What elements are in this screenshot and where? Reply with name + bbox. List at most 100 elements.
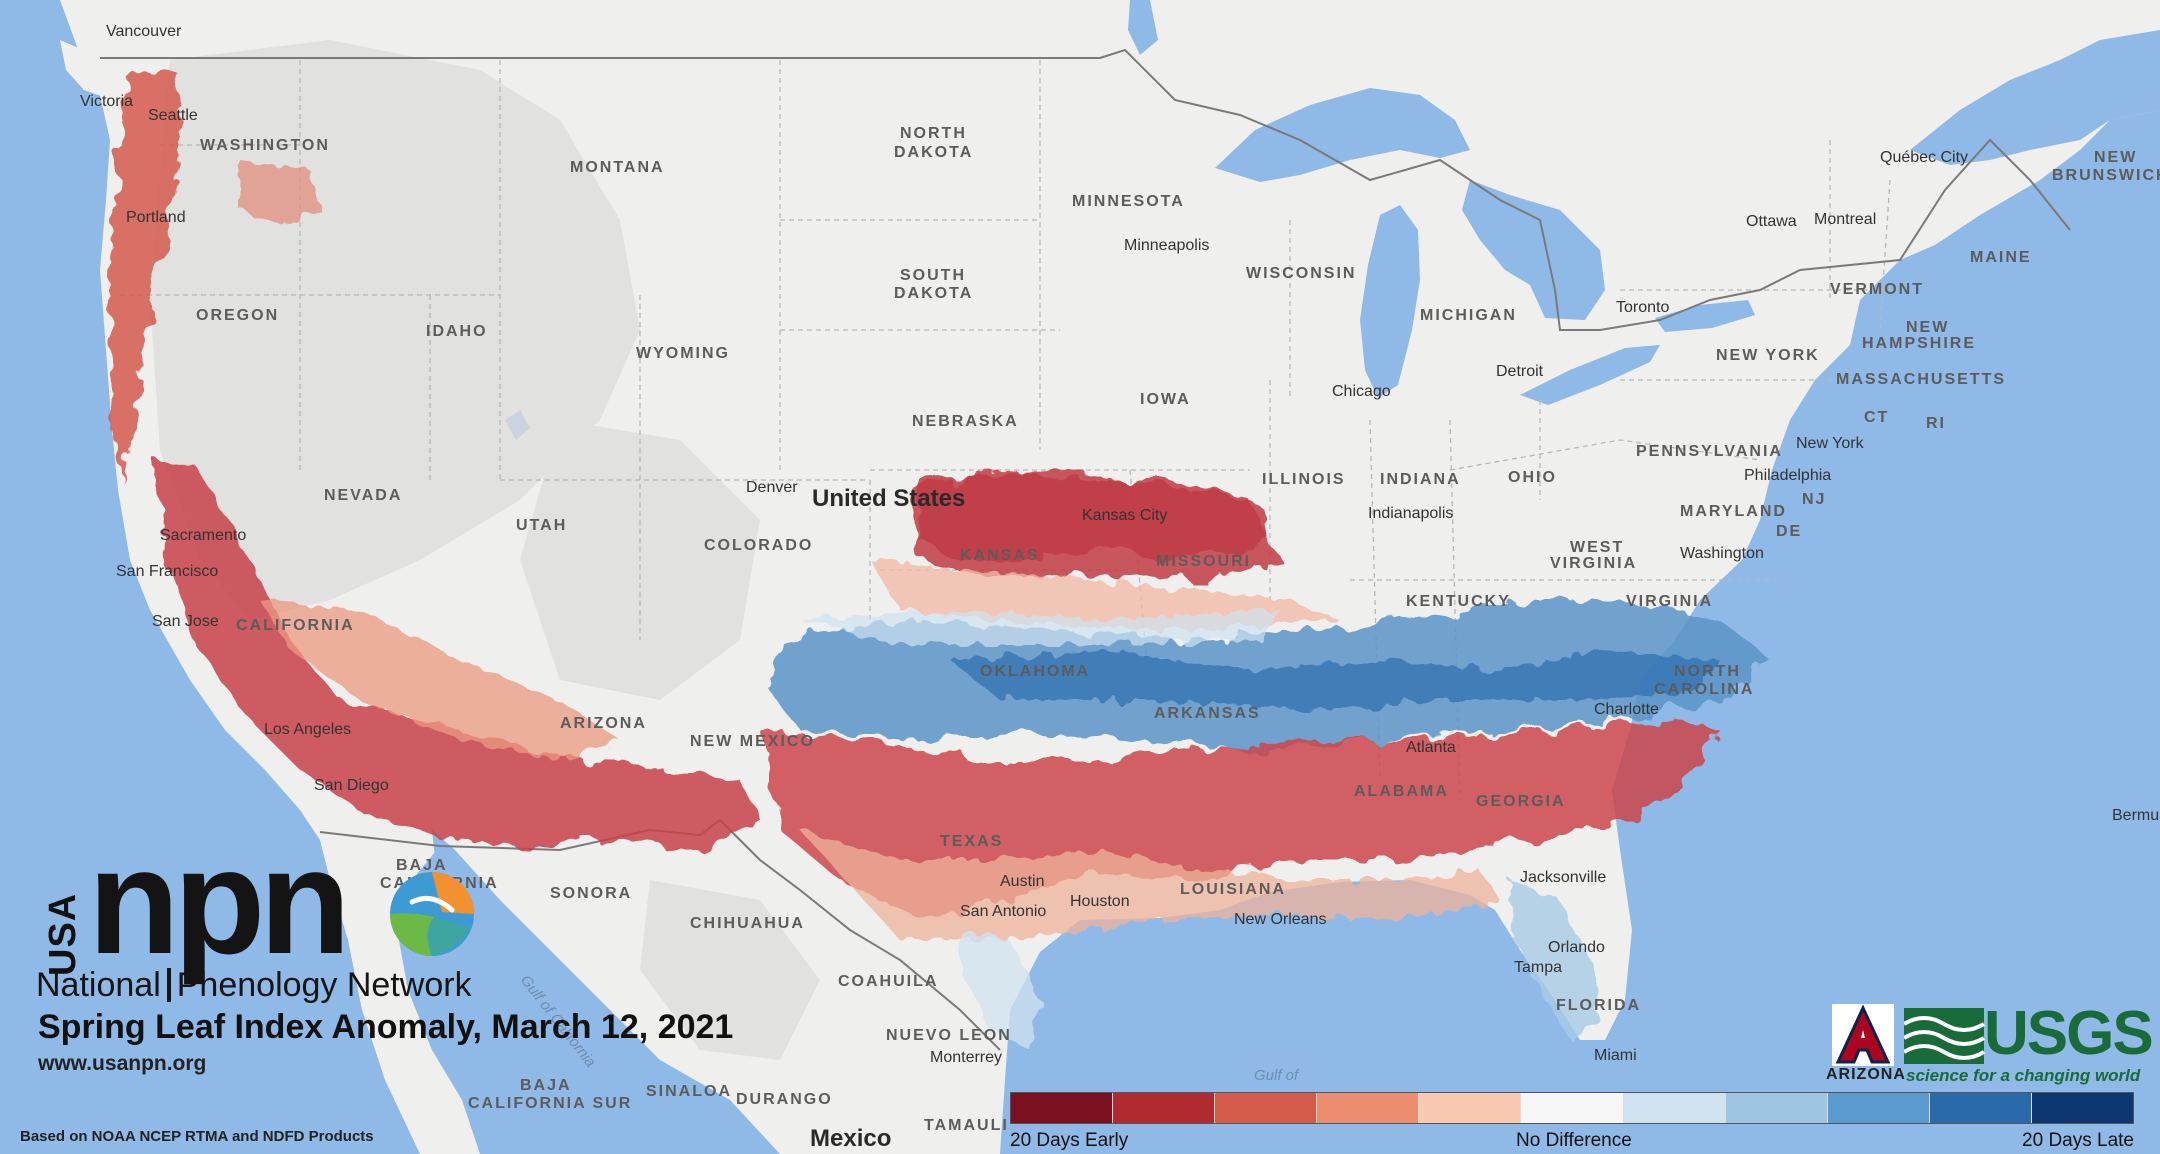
label-ct: CT xyxy=(1864,409,1889,426)
city-jacksonville: Jacksonville xyxy=(1520,869,1606,886)
vancouver-island xyxy=(60,40,120,100)
label-texas: TEXAS xyxy=(940,833,1003,850)
label-baja-california-1: BAJA xyxy=(396,857,448,874)
city-seattle: Seattle xyxy=(148,107,198,124)
label-virginia: VIRGINIA xyxy=(1626,593,1713,610)
label-california: CALIFORNIA xyxy=(236,617,355,634)
city-victoria: Victoria xyxy=(80,93,133,110)
label-missouri: MISSOURI xyxy=(1156,553,1251,570)
label-arizona: ARIZONA xyxy=(560,715,647,732)
label-sonora: SONORA xyxy=(550,885,632,902)
city-quebec-city: Québec City xyxy=(1880,149,1968,166)
label-north-carolina-1: NORTH xyxy=(1674,663,1741,680)
country-united-states: United States xyxy=(812,485,965,512)
map-title: Spring Leaf Index Anomaly, March 12, 202… xyxy=(38,1008,734,1046)
label-iowa: IOWA xyxy=(1140,391,1191,408)
city-orlando: Orlando xyxy=(1548,939,1605,956)
city-houston: Houston xyxy=(1070,893,1130,910)
lake-erie xyxy=(1520,345,1660,405)
label-sinaloa: SINALOA xyxy=(646,1083,732,1100)
city-san-francisco: San Francisco xyxy=(116,563,218,580)
lake-winnipeg xyxy=(1128,0,1158,55)
city-monterrey: Monterrey xyxy=(930,1049,1002,1066)
lake-huron xyxy=(1462,180,1605,320)
label-vermont: VERMONT xyxy=(1830,281,1924,298)
label-new-hampshire-2: HAMPSHIRE xyxy=(1862,335,1976,352)
data-credit: Based on NOAA NCEP RTMA and NDFD Product… xyxy=(20,1128,374,1145)
country-labels: United States Mexico xyxy=(810,485,965,1152)
label-michigan: MICHIGAN xyxy=(1420,307,1517,324)
label-north-dakota-2: DAKOTA xyxy=(894,144,973,161)
npn-name-part2: Phenology Network xyxy=(176,966,472,1004)
city-bermuda: Bermu xyxy=(2112,807,2159,824)
water-gulf-of-mexico: Gulf of xyxy=(1254,1067,1300,1084)
city-kansas-city: Kansas City xyxy=(1082,507,1167,524)
label-wyoming: WYOMING xyxy=(636,345,730,362)
label-illinois: ILLINOIS xyxy=(1262,471,1346,488)
city-los-angeles: Los Angeles xyxy=(264,721,351,738)
legend-swatch xyxy=(1113,1093,1216,1123)
legend-label-early: 20 Days Early xyxy=(1010,1130,1129,1151)
npn-full-name: National Phenology Network xyxy=(36,966,472,1005)
label-louisiana: LOUISIANA xyxy=(1180,881,1286,898)
npn-usa-text: USA xyxy=(42,892,84,976)
label-colorado: COLORADO xyxy=(704,537,813,554)
legend-swatch xyxy=(1317,1093,1420,1123)
label-nj: NJ xyxy=(1802,491,1826,508)
city-atlanta: Atlanta xyxy=(1406,739,1456,756)
label-baja-california-sur-2: CALIFORNIA SUR xyxy=(468,1095,632,1112)
label-nevada: NEVADA xyxy=(324,487,402,504)
legend-swatch xyxy=(1215,1093,1318,1123)
label-nuevo-leon: NUEVO LEON xyxy=(886,1027,1012,1044)
label-georgia: GEORGIA xyxy=(1476,793,1566,810)
label-tamaulipas: TAMAULI xyxy=(924,1117,1009,1134)
label-idaho: IDAHO xyxy=(426,323,488,340)
website-link[interactable]: www.usanpn.org xyxy=(38,1052,207,1075)
legend-color-bar xyxy=(1010,1092,2134,1124)
label-west-virginia-1: WEST xyxy=(1570,539,1624,556)
st-lawrence xyxy=(1910,30,2160,165)
city-detroit: Detroit xyxy=(1496,363,1544,380)
label-durango: DURANGO xyxy=(736,1091,833,1108)
npn-globe-icon xyxy=(390,872,474,956)
label-new-brunswick-2: BRUNSWICK xyxy=(2052,167,2160,184)
legend-label-late: 20 Days Late xyxy=(2022,1130,2134,1151)
legend-label-no-difference: No Difference xyxy=(1516,1130,1632,1151)
label-north-dakota-1: NORTH xyxy=(900,125,967,142)
legend-swatch xyxy=(1521,1093,1624,1123)
gulf-of-california xyxy=(432,830,640,1100)
label-new-brunswick-1: NEW xyxy=(2094,149,2137,166)
label-south-dakota-2: DAKOTA xyxy=(894,285,973,302)
anomaly-overlay xyxy=(108,70,1770,1050)
anomaly-legend: 20 Days Early No Difference 20 Days Late xyxy=(1010,1092,2134,1154)
city-tampa: Tampa xyxy=(1514,959,1562,976)
label-nebraska: NEBRASKA xyxy=(912,413,1019,430)
city-charlotte: Charlotte xyxy=(1594,701,1659,718)
label-new-mexico: NEW MEXICO xyxy=(690,733,815,750)
country-mexico: Mexico xyxy=(810,1125,891,1152)
label-alabama: ALABAMA xyxy=(1354,783,1449,800)
label-kansas: KANSAS xyxy=(960,547,1040,564)
label-oregon: OREGON xyxy=(196,307,279,324)
npn-name-part1: National xyxy=(36,966,161,1004)
city-sacramento: Sacramento xyxy=(160,527,246,544)
partner-logos: USGS ARIZONA science for a changing worl… xyxy=(1826,999,2154,1094)
legend-swatch xyxy=(1011,1093,1114,1123)
city-austin: Austin xyxy=(1000,873,1044,890)
city-new-orleans: New Orleans xyxy=(1234,911,1326,928)
city-philadelphia: Philadelphia xyxy=(1744,467,1831,484)
label-west-virginia-2: VIRGINIA xyxy=(1550,555,1637,572)
city-chicago: Chicago xyxy=(1332,383,1391,400)
city-denver: Denver xyxy=(746,479,798,496)
npn-name-divider xyxy=(166,968,171,1002)
legend-swatch xyxy=(1929,1093,2032,1123)
npn-logo-text: npn xyxy=(88,817,351,985)
lake-michigan xyxy=(1360,205,1420,398)
lake-ontario xyxy=(1655,300,1755,332)
label-ri: RI xyxy=(1926,415,1946,432)
label-coahuila: COAHUILA xyxy=(838,973,938,990)
legend-swatch xyxy=(1827,1093,1930,1123)
label-pennsylvania: PENNSYLVANIA xyxy=(1636,443,1783,460)
npn-usa-label: USA xyxy=(36,868,86,978)
